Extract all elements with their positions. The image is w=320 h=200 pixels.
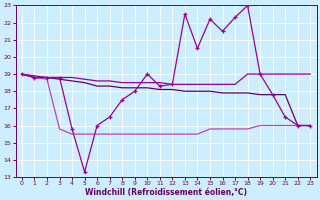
X-axis label: Windchill (Refroidissement éolien,°C): Windchill (Refroidissement éolien,°C): [85, 188, 247, 197]
